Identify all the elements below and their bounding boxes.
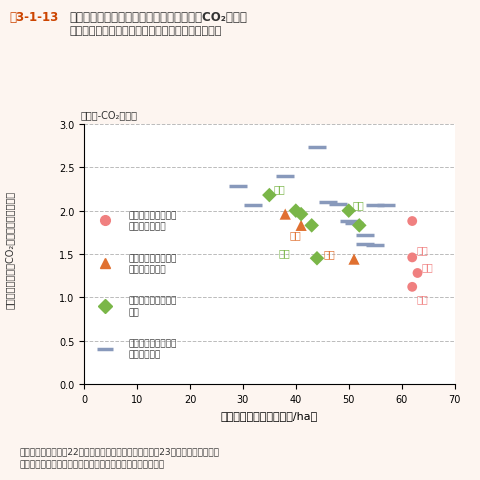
Text: 路面電車を一部残存
させている都市: 路面電車を一部残存 させている都市 xyxy=(128,253,177,274)
Point xyxy=(307,222,315,230)
Text: 図3-1-13: 図3-1-13 xyxy=(10,11,59,24)
Text: （トン-CO₂／人）: （トン-CO₂／人） xyxy=(80,109,137,120)
Point xyxy=(344,207,352,215)
Point xyxy=(291,207,299,215)
Text: （路面電車有無別、東京圏・関西圏を除く中核市）: （路面電車有無別、東京圏・関西圏を除く中核市） xyxy=(70,26,222,36)
Point xyxy=(413,270,420,277)
Point xyxy=(408,283,415,291)
Text: 高知: 高知 xyxy=(416,294,427,304)
Point xyxy=(408,254,415,262)
Text: 岐阜: 岐阜 xyxy=(352,200,364,210)
Text: 資料：総務省「平成22年国勢調査」、国土交通省「平成23年都市計画年報」、
　　　環境省「土地利用・交通モデル（全国版）」より作成: 資料：総務省「平成22年国勢調査」、国土交通省「平成23年都市計画年報」、 環境… xyxy=(19,446,219,468)
Point xyxy=(297,211,304,218)
Text: 旭川: 旭川 xyxy=(277,247,289,257)
Text: 路面電車を有したこ
とがない都市: 路面電車を有したこ とがない都市 xyxy=(128,339,177,359)
Point xyxy=(408,218,415,226)
Text: 秋田: 秋田 xyxy=(289,230,300,240)
Text: 長崎: 長崎 xyxy=(416,245,427,255)
Text: 函館: 函館 xyxy=(323,248,335,258)
Point xyxy=(297,222,304,230)
Point xyxy=(355,222,362,230)
Text: 松山: 松山 xyxy=(421,262,432,272)
X-axis label: 市街化区域人口密度（人/ha）: 市街化区域人口密度（人/ha） xyxy=(220,410,317,420)
Text: 市街化区域の人口密度と一人当たり自動車CO₂排出量: 市街化区域の人口密度と一人当たり自動車CO₂排出量 xyxy=(70,11,247,24)
Text: 路面電車を廃止した
都市: 路面電車を廃止した 都市 xyxy=(128,296,177,316)
Point xyxy=(349,256,357,264)
Point xyxy=(281,211,288,218)
Text: 一人当たり自動車CO₂排出量（トン／年）: 一人当たり自動車CO₂排出量（トン／年） xyxy=(5,191,15,309)
Text: 大分: 大分 xyxy=(273,184,285,194)
Point xyxy=(265,192,273,200)
Point xyxy=(312,255,320,263)
Text: 路面電車を全部残存
させている都市: 路面電車を全部残存 させている都市 xyxy=(128,211,177,231)
